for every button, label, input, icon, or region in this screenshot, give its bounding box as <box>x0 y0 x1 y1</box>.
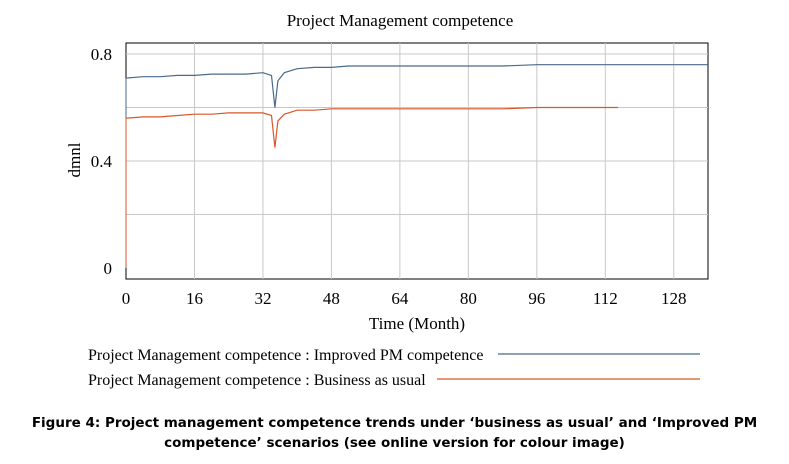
y-axis-label: dmnl <box>65 142 84 177</box>
grid <box>126 43 708 279</box>
caption-line-2: competence’ scenarios (see online versio… <box>164 435 625 451</box>
legend-label-1: Project Management competence : Improved… <box>88 347 483 364</box>
x-tick-label: 128 <box>661 289 687 308</box>
x-tick-label: 112 <box>593 289 618 308</box>
y-tick-label: 0.4 <box>91 152 113 171</box>
figure-caption: Figure 4: Project management competence … <box>0 413 789 453</box>
y-tick-label: 0.8 <box>91 45 112 64</box>
series-line-2 <box>125 106 619 148</box>
legend: Project Management competence : Improved… <box>88 347 700 389</box>
y-tick-labels: 0 0.4 0.8 <box>91 45 113 278</box>
x-tick-labels: 0 16 32 48 64 80 96 112 128 <box>122 289 687 308</box>
x-tick-label: 64 <box>391 289 409 308</box>
caption-line-1: Figure 4: Project management competence … <box>31 415 758 431</box>
x-tick-label: 96 <box>528 289 545 308</box>
chart-title: Project Management competence <box>287 11 514 30</box>
x-tick-label: 16 <box>186 289 203 308</box>
x-tick-label: 0 <box>122 289 131 308</box>
x-tick-label: 80 <box>460 289 477 308</box>
x-tick-label: 32 <box>254 289 271 308</box>
legend-label-2: Project Management competence : Business… <box>88 372 426 389</box>
x-axis-label: Time (Month) <box>369 314 465 333</box>
series-layer <box>125 64 708 268</box>
x-tick-label: 48 <box>323 289 340 308</box>
y-tick-label: 0 <box>104 259 113 278</box>
series-line-1 <box>125 64 708 108</box>
